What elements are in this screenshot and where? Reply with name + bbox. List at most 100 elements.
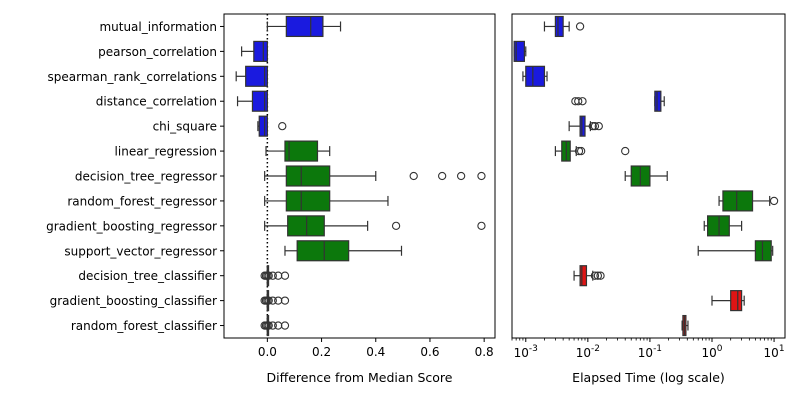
box-distance_correlation	[236, 90, 268, 112]
outlier-point	[578, 97, 587, 106]
outlier-point	[769, 196, 779, 206]
iqr-box	[245, 65, 268, 87]
y-tick-label: random_forest_regressor	[67, 194, 217, 208]
outlier-point	[391, 221, 401, 230]
x-tick-label: 101	[764, 344, 785, 360]
outlier-point	[264, 321, 273, 330]
x-axis-label: Difference from Median Score	[267, 370, 453, 385]
outlier-point	[409, 171, 418, 181]
iqr-box	[525, 65, 546, 87]
box-spearman_rank_correlations	[522, 65, 548, 87]
outlier-point	[438, 171, 447, 181]
outlier-point	[268, 296, 277, 305]
x-tick-label: 10-2	[576, 344, 600, 360]
outlier-point	[268, 321, 277, 330]
box-linear_regression	[554, 140, 630, 162]
y-tick-label: gradient_boosting_classifier	[50, 294, 217, 308]
y-tick-label: spearman_rank_correlations	[48, 70, 217, 84]
outlier-point	[264, 271, 273, 280]
outlier-point	[588, 122, 597, 131]
iqr-box	[730, 290, 743, 312]
box-gradient_boosting_classifier	[711, 290, 745, 312]
y-tick-label: gradient_boosting_regressor	[46, 219, 217, 233]
y-tick-label: pearson_correlation	[98, 45, 217, 59]
y-tick-label: distance_correlation	[96, 95, 217, 109]
x-tick-label: 0.6	[420, 345, 439, 359]
box-support_vector_regressor	[697, 240, 774, 262]
box-pearson_correlation	[513, 40, 527, 62]
box-spearman_rank_correlations	[235, 65, 268, 87]
outlier-point	[590, 271, 600, 280]
x-axis-label: Elapsed Time (log scale)	[572, 370, 725, 385]
outlier-point	[278, 122, 287, 131]
x-tick-label: 0.2	[312, 345, 331, 359]
box-support_vector_regressor	[284, 240, 403, 262]
iqr-box	[554, 15, 564, 38]
x-tick-label: 0.0	[258, 345, 277, 359]
box-decision_tree_regressor	[264, 165, 486, 187]
iqr-box	[253, 40, 268, 62]
outlier-point	[596, 271, 605, 280]
outlier-point	[576, 146, 586, 156]
iqr-box	[285, 165, 331, 187]
iqr-box	[285, 190, 331, 212]
outlier-point	[280, 271, 290, 280]
box-chi_square	[257, 115, 287, 137]
x-tick-label: 0.4	[366, 345, 385, 359]
iqr-box	[513, 40, 525, 62]
iqr-box	[754, 240, 772, 262]
outlier-point	[264, 296, 273, 305]
box-gradient_boosting_regressor	[703, 215, 743, 237]
iqr-box	[285, 15, 324, 38]
outlier-point	[594, 122, 603, 131]
box-mutual_information	[543, 15, 585, 38]
iqr-box	[284, 140, 319, 162]
iqr-box	[258, 115, 268, 137]
box-random_forest_classifier	[260, 314, 290, 337]
outlier-point	[268, 271, 277, 280]
box-gradient_boosting_classifier	[260, 290, 290, 312]
outlier-point	[574, 146, 584, 156]
outlier-point	[574, 97, 583, 106]
iqr-box	[251, 90, 268, 112]
box-random_forest_classifier	[681, 314, 689, 337]
outlier-point	[593, 271, 603, 280]
box-linear_regression	[265, 140, 331, 162]
box-decision_tree_regressor	[624, 165, 668, 187]
iqr-box	[579, 265, 588, 287]
iqr-box	[707, 215, 730, 237]
box-random_forest_regressor	[264, 190, 389, 212]
y-tick-label: mutual_information	[99, 20, 217, 34]
iqr-box	[296, 240, 350, 262]
iqr-box	[722, 190, 754, 212]
box-mutual_information	[266, 15, 342, 38]
outlier-point	[280, 296, 290, 305]
box-random_forest_regressor	[718, 190, 779, 212]
elapsed-time-boxplot: 10-3 10-2 10-1 100 101 Elapsed Time (log scal…	[511, 13, 786, 385]
y-tick-label: decision_tree_regressor	[75, 170, 217, 184]
outlier-point	[590, 122, 600, 131]
box-pearson_correlation	[241, 40, 268, 62]
outlier-point	[621, 146, 630, 156]
y-tick-label: chi_square	[153, 120, 217, 134]
box-decision_tree_classifier	[260, 265, 290, 287]
outlier-point	[456, 171, 466, 181]
x-tick-label: 0.8	[475, 345, 494, 359]
box-gradient_boosting_regressor	[264, 215, 486, 237]
iqr-box	[654, 90, 662, 112]
outlier-point	[477, 221, 486, 230]
outlier-point	[477, 171, 486, 181]
iqr-box	[287, 215, 325, 237]
outlier-point	[575, 22, 585, 31]
box-decision_tree_classifier	[573, 265, 605, 287]
x-tick-label: 10-1	[638, 344, 662, 360]
box-distance_correlation	[571, 90, 665, 112]
y-tick-label: linear_regression	[115, 145, 217, 159]
outlier-point	[280, 321, 290, 330]
x-tick-label: 100	[701, 344, 722, 360]
y-tick-label: support_vector_regressor	[64, 244, 217, 258]
x-tick-label: 10-3	[514, 344, 538, 360]
score-difference-boxplot: mutual_information pearson_correlationspe…	[46, 13, 496, 385]
y-tick-label: random_forest_classifier	[71, 319, 217, 333]
